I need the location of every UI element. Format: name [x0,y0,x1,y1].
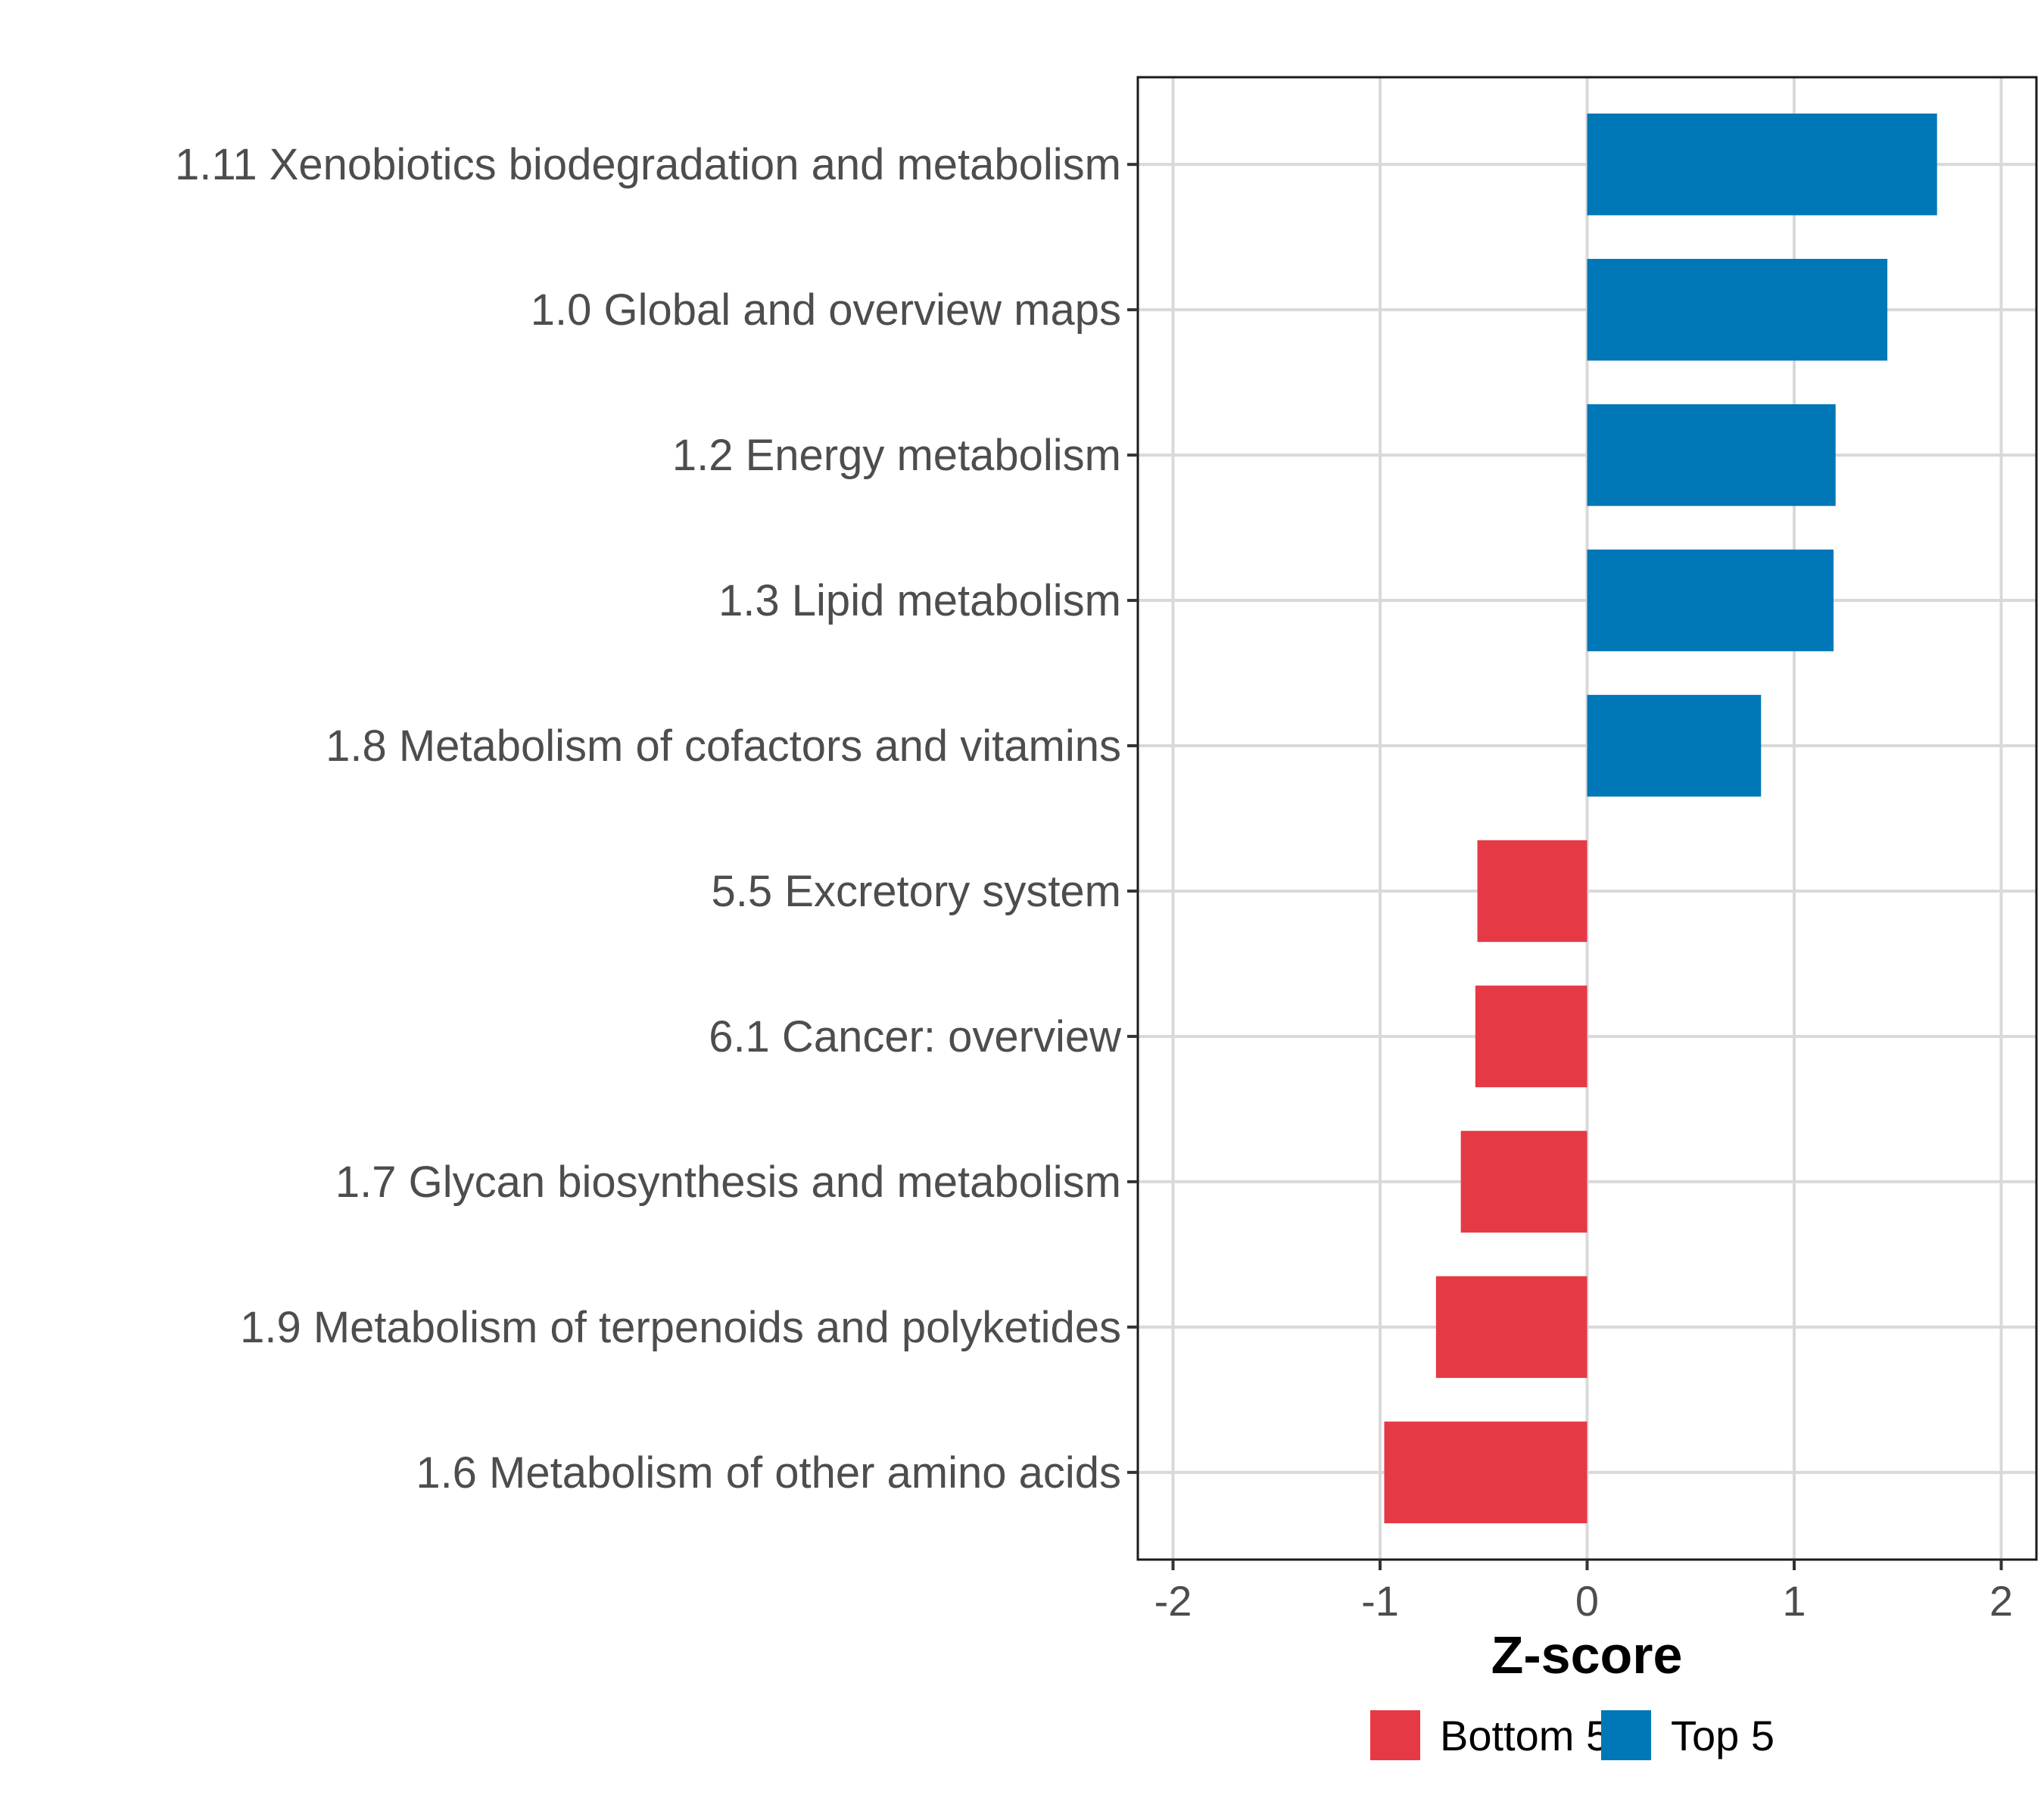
category-label: 1.11 Xenobiotics biodegradation and meta… [175,140,1121,189]
x-axis-title: Z-score [1491,1625,1683,1685]
bar [1384,1421,1588,1524]
bar [1435,1276,1588,1379]
bar [1587,258,1888,361]
category-label: 6.1 Cancer: overview [709,1012,1122,1061]
bar [1587,549,1834,652]
x-tick-label: 1 [1782,1577,1806,1625]
category-label: 1.7 Glycan biosynthesis and metabolism [335,1158,1121,1207]
category-label: 1.6 Metabolism of other amino acids [416,1448,1121,1498]
x-tick-label: -1 [1361,1577,1399,1625]
bars [1384,113,1937,1524]
legend-label: Bottom 5 [1440,1712,1609,1759]
bar [1477,840,1588,943]
category-label: 1.3 Lipid metabolism [718,576,1121,625]
x-tick-label: 0 [1575,1577,1599,1625]
bar [1460,1130,1588,1233]
category-label: 1.9 Metabolism of terpenoids and polyket… [240,1303,1121,1352]
legend-label: Top 5 [1671,1712,1774,1759]
y-axis: 1.11 Xenobiotics biodegradation and meta… [175,140,1138,1498]
legend-key [1370,1710,1420,1760]
bar [1587,404,1836,506]
category-label: 1.0 Global and overview maps [531,285,1121,335]
x-tick-label: -2 [1154,1577,1192,1625]
bar [1475,985,1588,1088]
bar [1587,113,1937,216]
x-tick-label: 2 [1989,1577,2013,1625]
bar [1587,694,1762,797]
legend-key [1601,1710,1651,1760]
category-label: 1.8 Metabolism of cofactors and vitamins [326,722,1121,771]
legend: Bottom 5 Top 5 [1370,1710,1774,1760]
category-label: 1.2 Energy metabolism [672,431,1121,480]
x-axis: -2 -1 0 1 2 [1154,1560,2013,1625]
category-label: 5.5 Excretory system [712,867,1121,916]
